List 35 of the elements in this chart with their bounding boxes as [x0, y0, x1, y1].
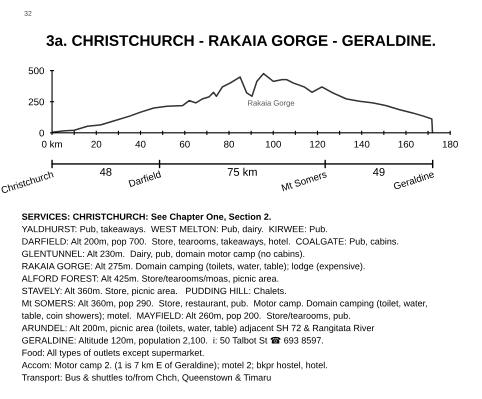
- x-tick-label: 60: [180, 140, 190, 148]
- text: table, coin showers); motel. MAYFIELD: Alt 260m, pop 200. Store/tearooms, pub.: [22, 312, 350, 321]
- text: STAVELY: Alt 360m. Store, picnic area. PUDDING HILL: Chalets.: [22, 287, 286, 296]
- x-tick-label: 0 km: [42, 140, 62, 148]
- text: ALFORD FOREST: Alt 425m. Store/tearooms/moas, picnic area.: [22, 275, 278, 284]
- text: GERALDINE: Altitude 120m, population 2,100. i: 50 Talbot St ☎ 693 8597.: [22, 336, 324, 346]
- text: 49: [373, 168, 385, 176]
- text: GLENTUNNEL: Alt 230m. Dairy, pub, domain motor camp (no cabins).: [22, 250, 304, 259]
- x-tick-label: 100: [266, 140, 281, 148]
- x-tick-label: 180: [442, 140, 458, 148]
- line-series: [52, 72, 434, 133]
- x-tick-label: 40: [135, 140, 146, 148]
- chart-title: 3a. CHRISTCHURCH - RAKAIA GORGE - GERALDINE.: [46, 35, 435, 46]
- y-tick-label: 250: [28, 98, 44, 106]
- text: SERVICES: CHRISTCHURCH: See Chapter One, Section 2.: [22, 213, 271, 222]
- text: Mt Somers: [281, 170, 328, 192]
- text: 75 km: [228, 168, 257, 176]
- x-tick-label: 120: [310, 140, 326, 148]
- text: ARUNDEL: Alt 200m, picnic area (toilets, water, table) adjacent SH 72 & Rangitata River: [22, 324, 374, 333]
- text: Food: All types of outlets except supermarket.: [22, 349, 204, 358]
- x-tick-label: 20: [91, 140, 102, 148]
- text: Geraldine: [393, 170, 434, 190]
- text: 48: [100, 168, 112, 176]
- text: Accom: Motor camp 2. (1 is 7 km E of Geraldine); motel 2; bkpr hostel, hotel.: [22, 362, 327, 370]
- x-tick-label: 80: [224, 140, 234, 148]
- text: DARFIELD: Alt 200m, pop 700. Store, tearooms, takeaways, hotel. COALGATE: Pub, cabins.: [22, 238, 398, 246]
- y-tick-label: 0: [39, 130, 44, 136]
- text: YALDHURST: Pub, takeaways. WEST MELTON: Pub, dairy. KIRWEE: Pub.: [22, 226, 327, 234]
- text: RAKAIA GORGE: Alt 275m. Domain camping (toilets, water, table); lodge (expensive).: [22, 262, 365, 272]
- x-tick-label: 140: [354, 140, 370, 148]
- y-tick-label: 500: [28, 67, 44, 74]
- text: Mt SOMERS: Alt 360m, pop 290. Store, restaurant, pub. Motor camp. Domain camping (toilet, water,: [22, 300, 427, 308]
- x-tick-label: 160: [398, 140, 414, 148]
- text: Darfield: [128, 170, 162, 188]
- text: Transport: Bus & shuttles to/from Chch, Queenstown & Timaru: [22, 374, 271, 382]
